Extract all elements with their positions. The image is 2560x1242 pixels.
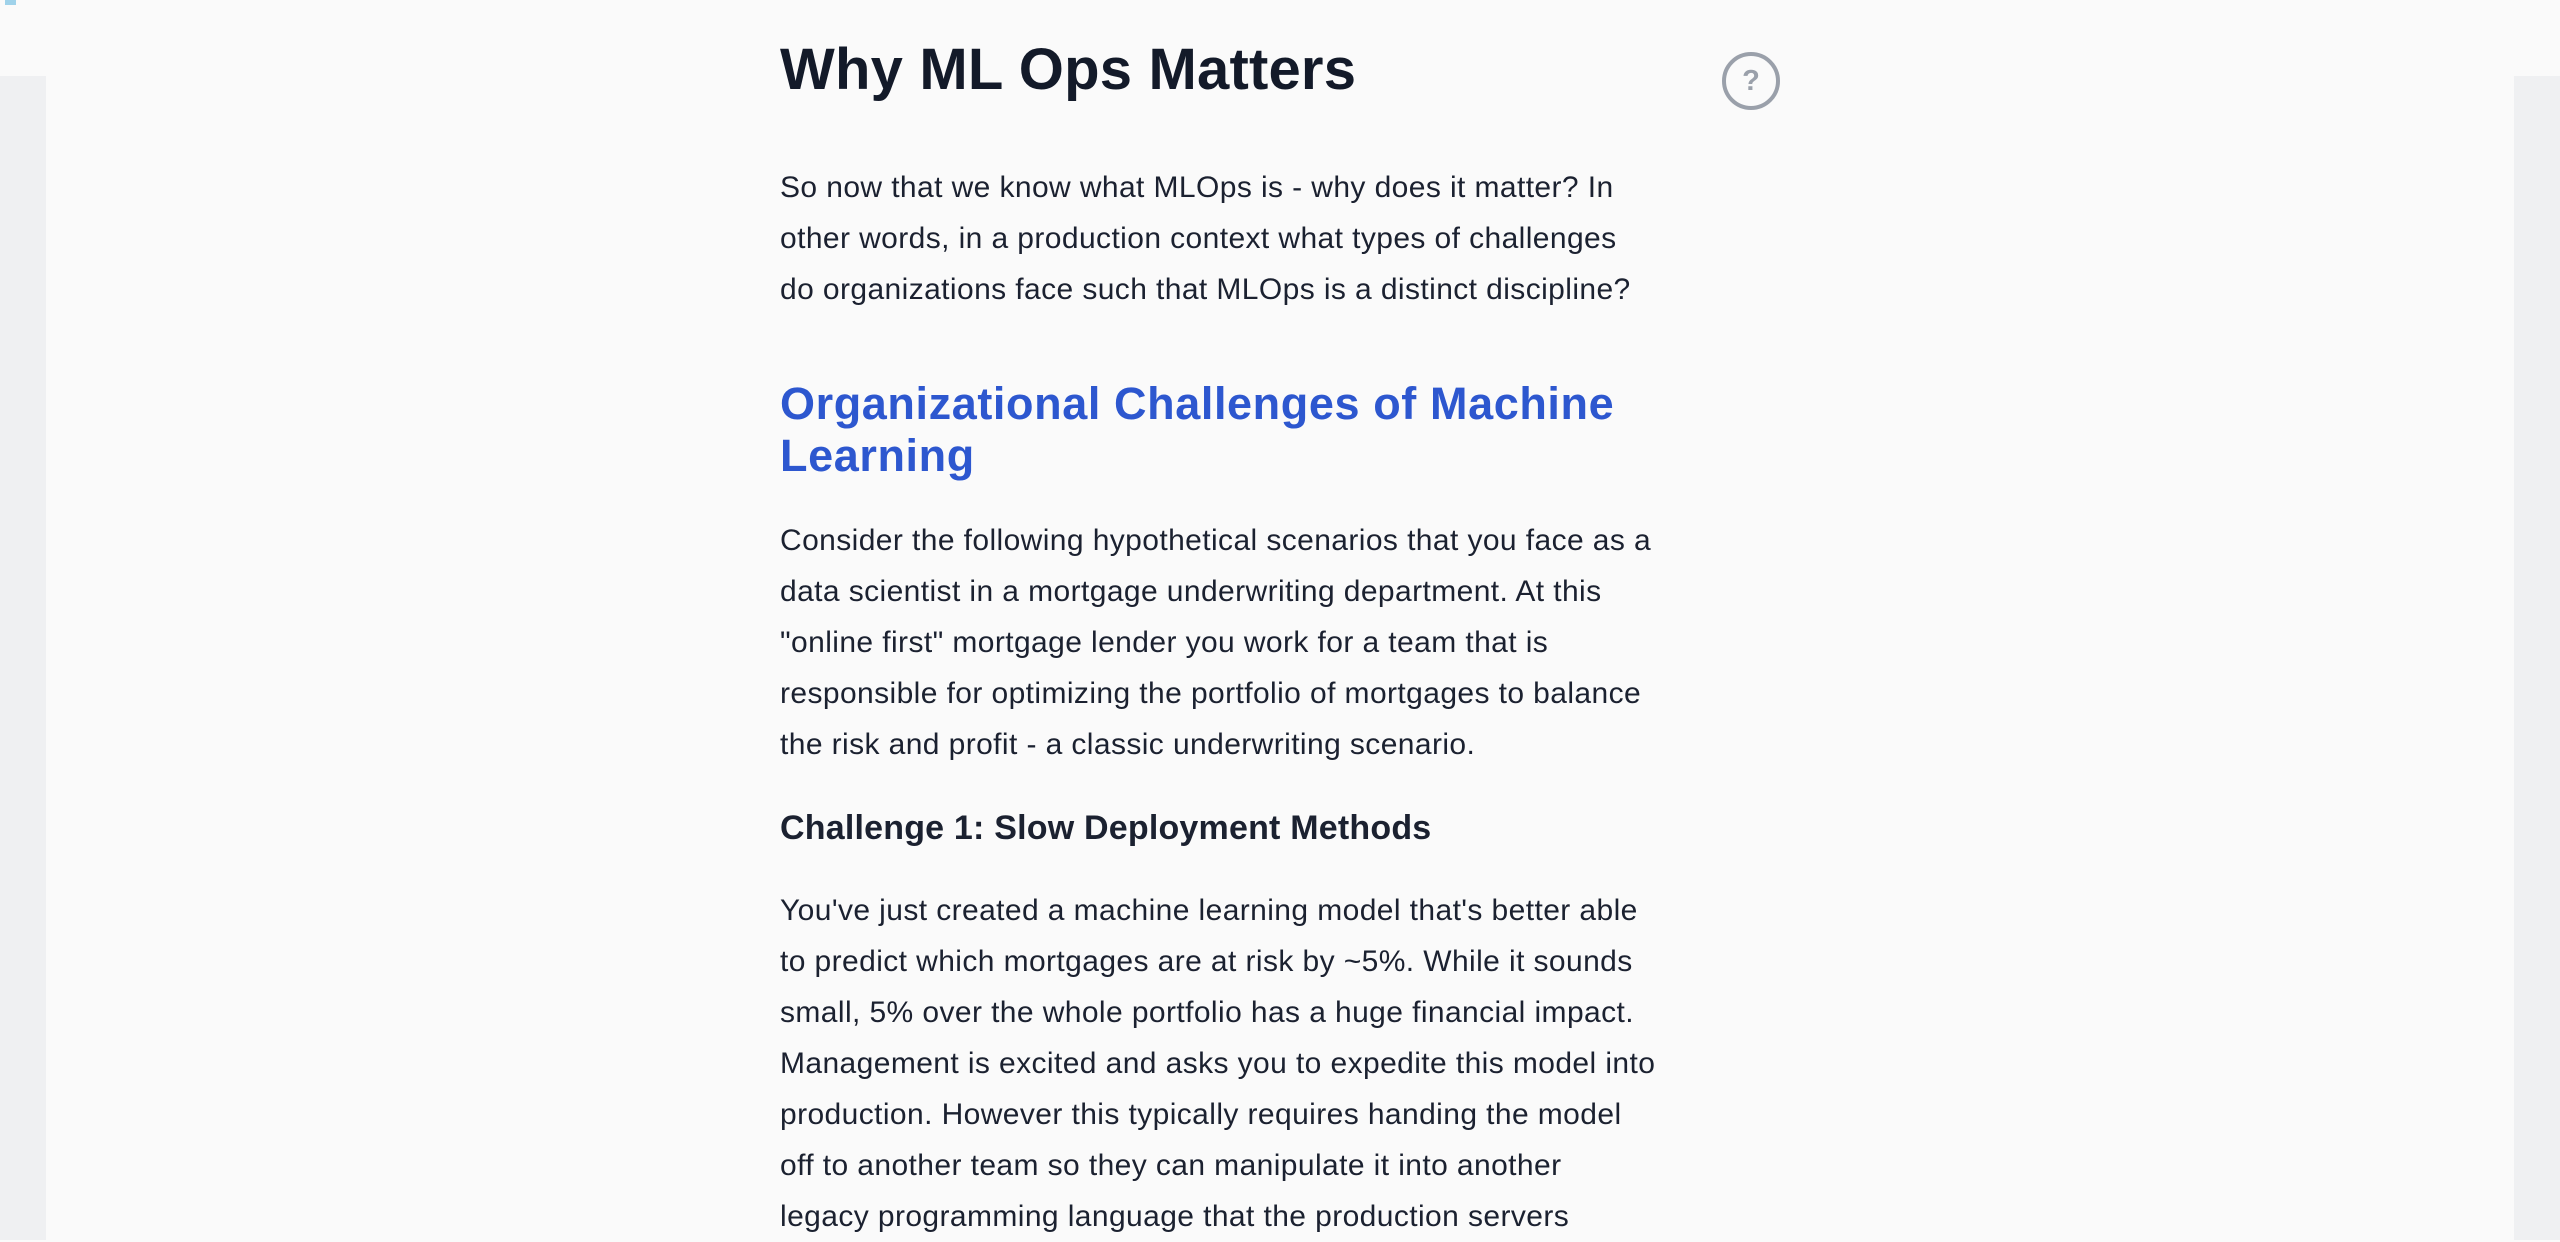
challenge-paragraph: You've just created a machine learning m…: [780, 894, 1656, 1233]
question-mark-icon: ?: [1742, 64, 1760, 97]
left-side-panel: [0, 76, 46, 1240]
challenge-subheading: Challenge 1: Slow Deployment Methods: [780, 809, 1432, 847]
intro-paragraph: So now that we know what MLOps is - why …: [780, 171, 1631, 306]
right-side-panel: [2514, 76, 2560, 1240]
corner-accent-chip: [5, 0, 16, 5]
section-heading: Organizational Challenges of Machine Lea…: [780, 378, 1615, 481]
scenario-paragraph: Consider the following hypothetical scen…: [780, 524, 1652, 761]
page-title: Why ML Ops Matters: [780, 37, 1357, 102]
help-button[interactable]: ?: [1722, 52, 1780, 110]
lesson-article: Why ML Ops Matters ? So now that we know…: [780, 0, 1792, 1240]
